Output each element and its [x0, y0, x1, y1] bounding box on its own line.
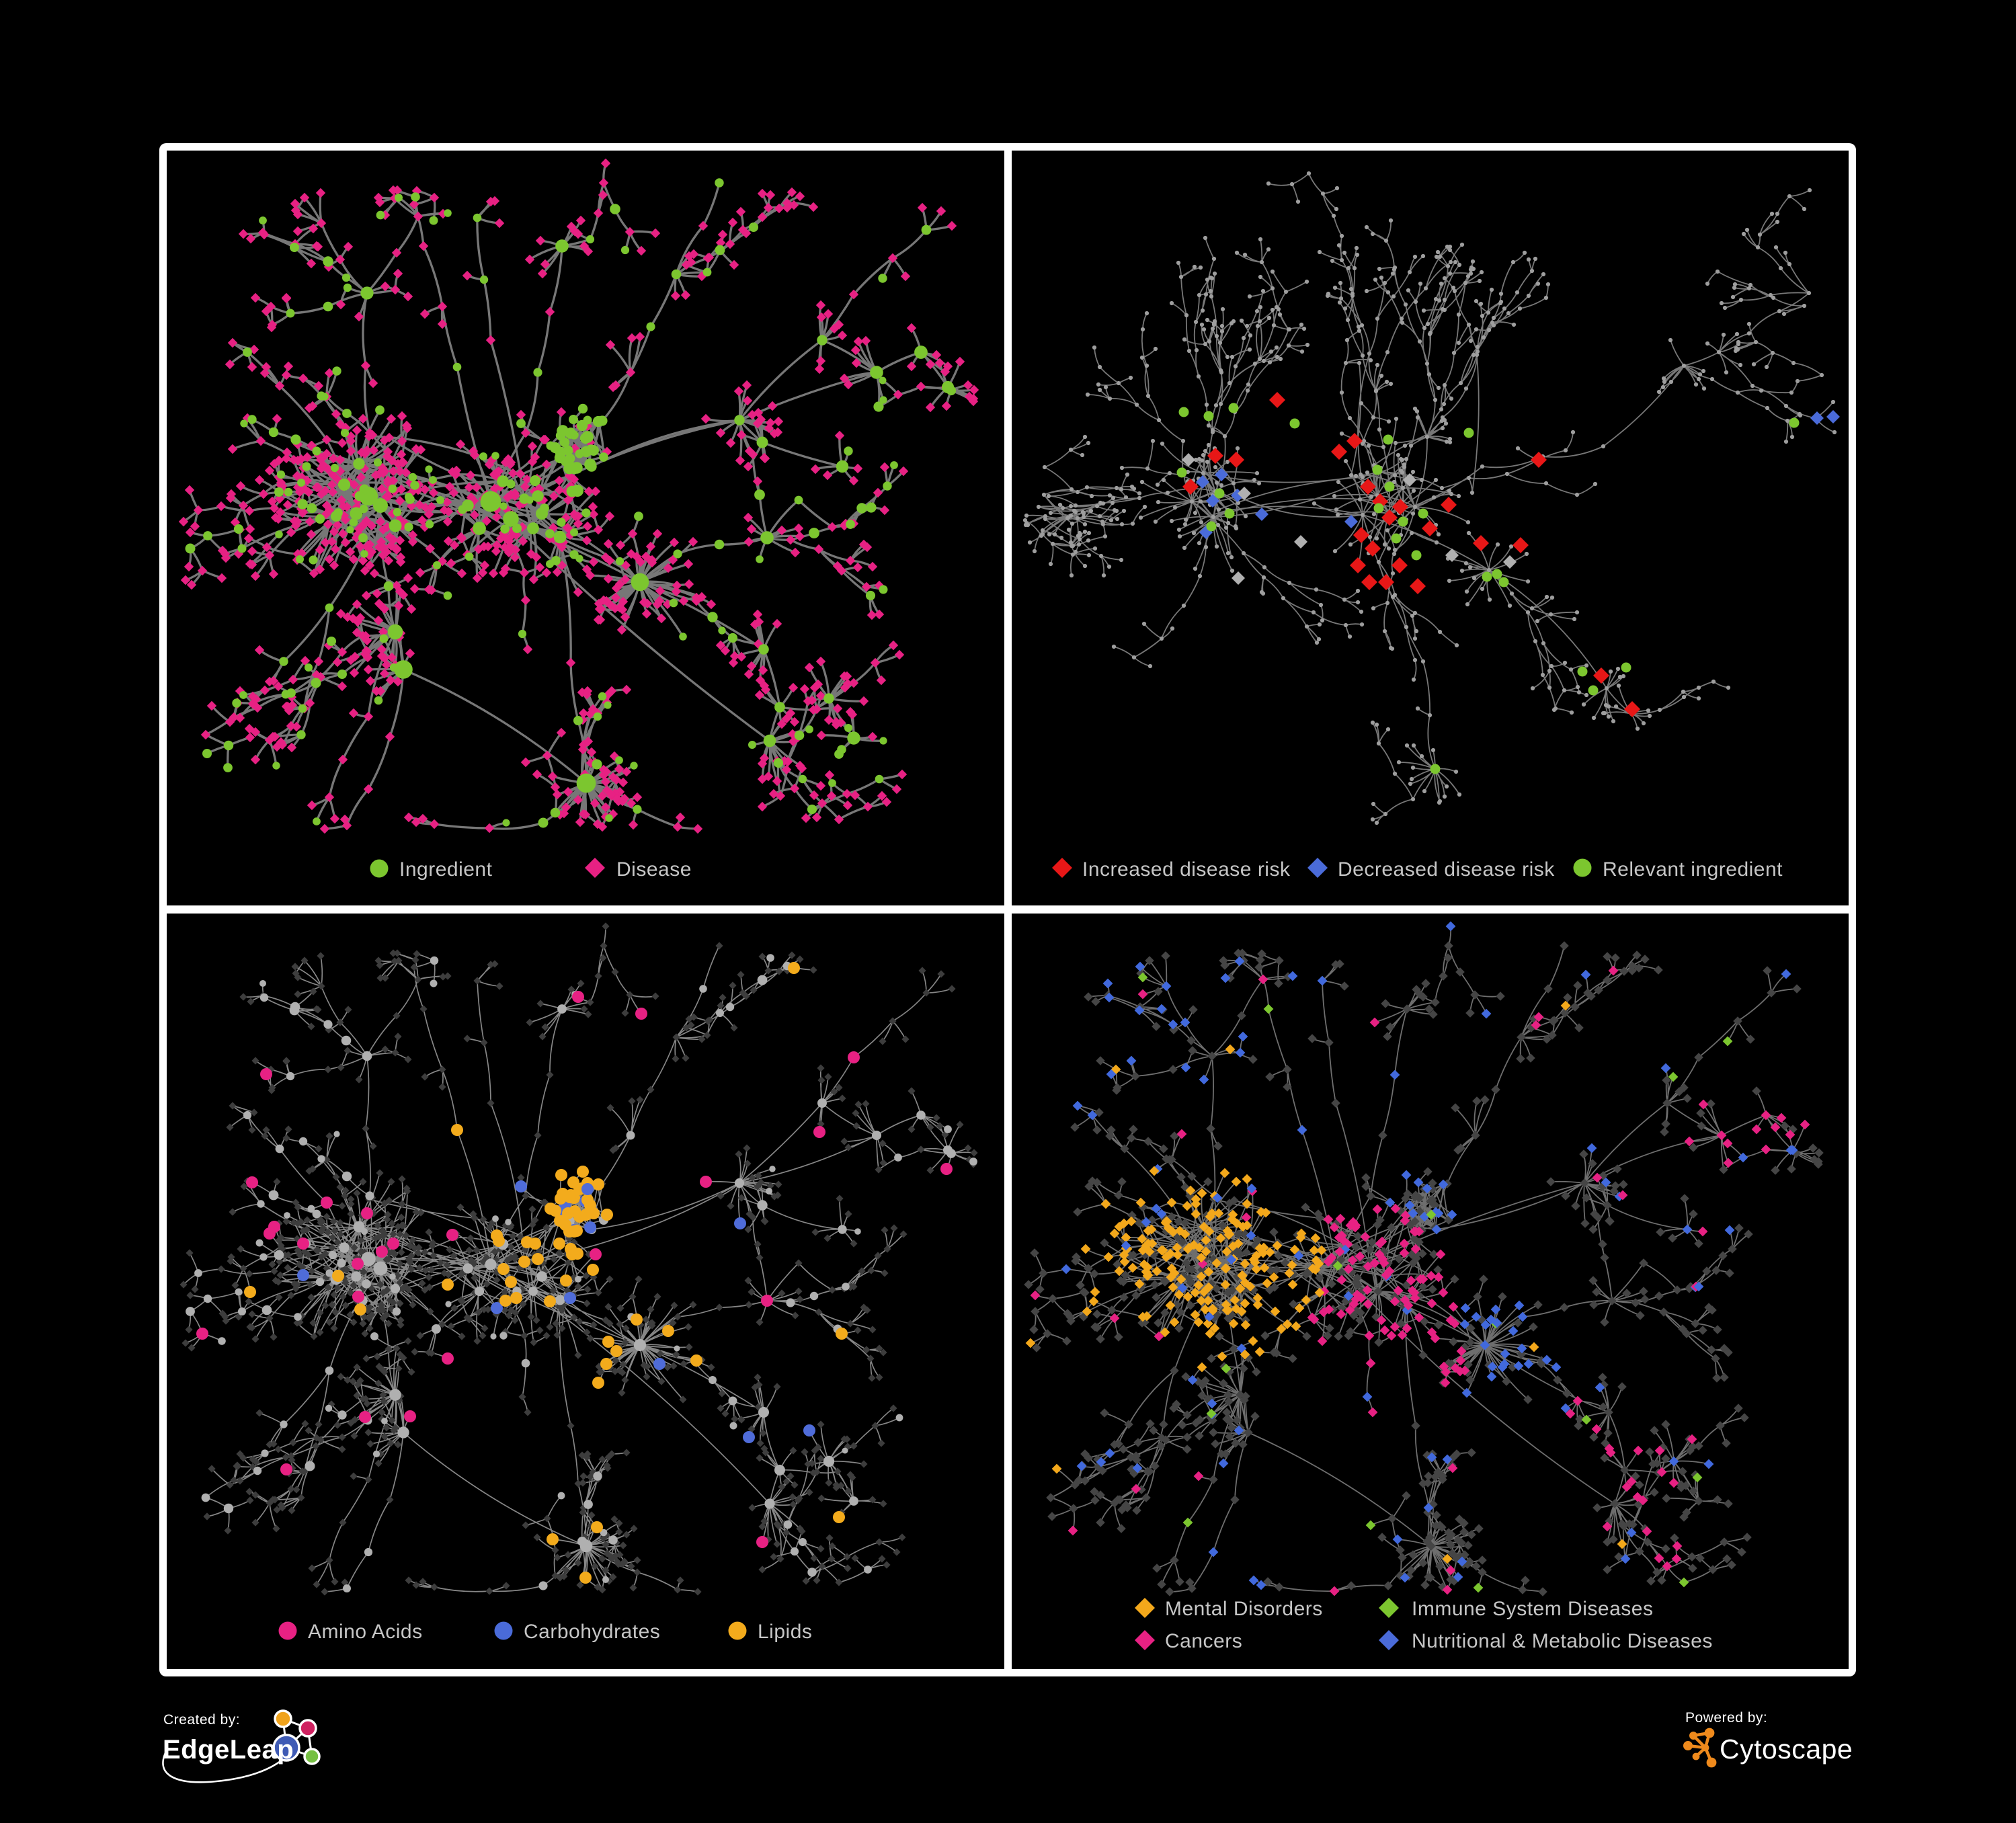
svg-text:Decreased disease risk: Decreased disease risk: [1338, 858, 1555, 881]
svg-text:Cytoscape: Cytoscape: [1720, 1734, 1853, 1765]
svg-text:Ingredient: Ingredient: [399, 858, 493, 881]
svg-text:Amino Acids: Amino Acids: [308, 1621, 423, 1643]
svg-text:Powered by:: Powered by:: [1685, 1710, 1767, 1726]
svg-text:Increased disease risk: Increased disease risk: [1082, 858, 1291, 881]
svg-text:EdgeLeap: EdgeLeap: [163, 1735, 294, 1765]
svg-text:Mental Disorders: Mental Disorders: [1165, 1598, 1323, 1620]
svg-text:Lipids: Lipids: [758, 1621, 812, 1643]
svg-text:Relevant ingredient: Relevant ingredient: [1603, 858, 1783, 881]
svg-text:Immune System Diseases: Immune System Diseases: [1412, 1598, 1653, 1620]
svg-text:Cancers: Cancers: [1165, 1630, 1242, 1652]
svg-text:Carbohydrates: Carbohydrates: [524, 1621, 660, 1643]
svg-text:Created by:: Created by:: [163, 1712, 240, 1728]
svg-text:Disease: Disease: [616, 858, 692, 881]
svg-text:Nutritional & Metabolic Diseas: Nutritional & Metabolic Diseases: [1412, 1630, 1713, 1652]
